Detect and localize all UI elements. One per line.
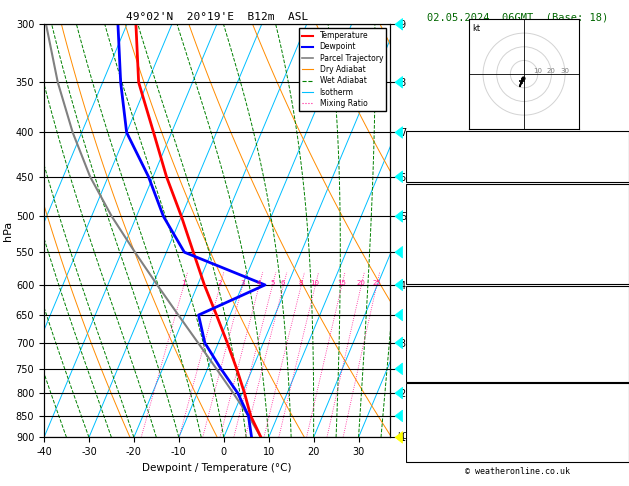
Text: Lifted Index: Lifted Index	[413, 337, 477, 346]
Text: EH: EH	[413, 402, 423, 411]
Text: K: K	[413, 135, 418, 144]
Text: 188°: 188°	[601, 434, 622, 443]
Text: 3: 3	[240, 280, 245, 286]
Text: CIN (J): CIN (J)	[413, 369, 450, 378]
Text: 1: 1	[181, 280, 186, 286]
FancyBboxPatch shape	[406, 286, 629, 382]
Text: 900: 900	[606, 305, 622, 314]
Text: 02.05.2024  06GMT  (Base: 18): 02.05.2024 06GMT (Base: 18)	[426, 12, 608, 22]
Text: Pressure (mb): Pressure (mb)	[413, 305, 482, 314]
Text: Dewp (°C): Dewp (°C)	[413, 215, 461, 224]
X-axis label: Dewpoint / Temperature (°C): Dewpoint / Temperature (°C)	[142, 463, 292, 473]
FancyBboxPatch shape	[406, 131, 629, 182]
Text: 37: 37	[611, 418, 622, 427]
Text: 15: 15	[337, 280, 346, 286]
Text: kt: kt	[472, 23, 480, 33]
Text: θₑ (K): θₑ (K)	[413, 321, 445, 330]
Text: Mixing Ratio (g/kg): Mixing Ratio (g/kg)	[413, 191, 422, 271]
Text: 10: 10	[533, 68, 542, 74]
Text: 2: 2	[218, 280, 222, 286]
Text: 4: 4	[257, 280, 261, 286]
Text: StmSpd (kt): StmSpd (kt)	[413, 450, 472, 458]
FancyBboxPatch shape	[406, 383, 629, 462]
Text: Temp (°C): Temp (°C)	[413, 201, 461, 210]
FancyBboxPatch shape	[406, 184, 629, 284]
Text: Surface: Surface	[499, 187, 536, 195]
Text: 306: 306	[606, 229, 622, 239]
Text: 16: 16	[611, 450, 622, 458]
Text: 30: 30	[560, 68, 569, 74]
Text: 9: 9	[617, 244, 622, 253]
Text: © weatheronline.co.uk: © weatheronline.co.uk	[465, 467, 570, 476]
Text: StmDir: StmDir	[413, 434, 445, 443]
Text: CAPE (J): CAPE (J)	[413, 258, 455, 267]
Text: 310: 310	[606, 321, 622, 330]
Text: Most Unstable: Most Unstable	[482, 289, 552, 298]
Text: 43: 43	[611, 152, 622, 161]
Text: Lifted Index: Lifted Index	[413, 244, 477, 253]
Text: 6.2: 6.2	[606, 215, 622, 224]
Text: θₑ(K): θₑ(K)	[413, 229, 439, 239]
Text: LCL: LCL	[397, 432, 412, 441]
Text: 0: 0	[617, 353, 622, 362]
Text: 0: 0	[617, 273, 622, 281]
Text: Totals Totals: Totals Totals	[413, 152, 482, 161]
Text: 20: 20	[547, 68, 556, 74]
Text: CIN (J): CIN (J)	[413, 273, 450, 281]
Text: -2: -2	[611, 402, 622, 411]
Text: Hodograph: Hodograph	[493, 386, 542, 395]
Legend: Temperature, Dewpoint, Parcel Trajectory, Dry Adiabat, Wet Adiabat, Isotherm, Mi: Temperature, Dewpoint, Parcel Trajectory…	[299, 28, 386, 111]
Title: 49°02'N  20°19'E  B12m  ASL: 49°02'N 20°19'E B12m ASL	[126, 12, 308, 22]
Text: SREH: SREH	[413, 418, 434, 427]
Text: 1.24: 1.24	[601, 169, 622, 178]
Text: PW (cm): PW (cm)	[413, 169, 450, 178]
Text: 5: 5	[270, 280, 274, 286]
Text: 25: 25	[372, 280, 381, 286]
Y-axis label: km
ASL: km ASL	[413, 220, 431, 242]
Text: 8: 8	[299, 280, 303, 286]
Text: 6: 6	[281, 280, 286, 286]
Text: CAPE (J): CAPE (J)	[413, 353, 455, 362]
Text: 16: 16	[611, 135, 622, 144]
Text: 0: 0	[617, 258, 622, 267]
Text: 0: 0	[617, 369, 622, 378]
Text: 8.3: 8.3	[606, 201, 622, 210]
Text: 10: 10	[311, 280, 320, 286]
Text: 6: 6	[617, 337, 622, 346]
Y-axis label: hPa: hPa	[3, 221, 13, 241]
Text: 20: 20	[357, 280, 365, 286]
